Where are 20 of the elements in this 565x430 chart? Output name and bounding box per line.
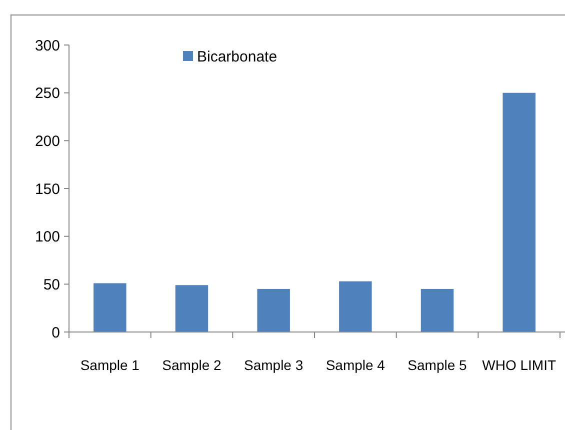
y-tick-label: 150	[34, 180, 60, 198]
bar	[257, 288, 290, 332]
x-tick-label: Sample 3	[244, 357, 304, 373]
y-tick-label: 50	[43, 276, 60, 294]
bar	[339, 281, 372, 332]
y-tick-label: 200	[34, 132, 60, 150]
x-tick-label: Sample 1	[80, 357, 140, 373]
bar	[502, 92, 536, 332]
bar	[94, 283, 126, 332]
x-tick-label: WHO LIMIT	[482, 357, 556, 373]
y-tick-label: 250	[34, 85, 60, 102]
x-tick-label: Sample 4	[326, 357, 386, 373]
x-tick-label: Sample 5	[408, 357, 468, 373]
bar	[175, 285, 208, 332]
y-tick-label: 100	[34, 228, 60, 246]
y-tick-label: 300	[34, 37, 60, 54]
y-tick-label: 0	[52, 324, 60, 342]
x-tick-label: Sample 2	[162, 357, 222, 373]
legend-label: Bicarbonate	[197, 48, 278, 66]
bar	[420, 288, 454, 332]
